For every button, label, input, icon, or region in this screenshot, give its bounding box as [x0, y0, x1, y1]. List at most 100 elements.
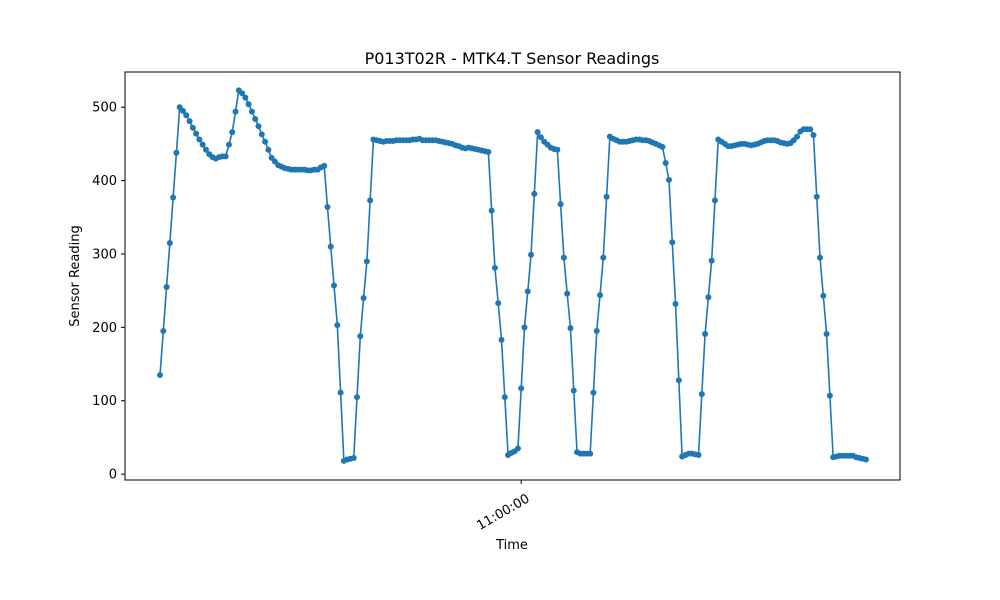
- data-point: [157, 372, 163, 379]
- data-point: [597, 292, 604, 299]
- data-point: [363, 258, 370, 265]
- data-point: [495, 300, 502, 307]
- data-point: [501, 394, 508, 401]
- data-point: [863, 456, 869, 463]
- data-point: [531, 190, 538, 197]
- data-point: [813, 193, 820, 200]
- data-point: [567, 325, 574, 332]
- data-point: [245, 101, 252, 108]
- data-point: [705, 294, 712, 301]
- chart-title: P013T02R - MTK4.T Sensor Readings: [365, 49, 660, 68]
- data-point: [514, 445, 521, 452]
- data-point: [357, 333, 364, 340]
- data-point: [698, 391, 705, 398]
- data-point: [675, 377, 682, 384]
- y-tick-label: 100: [92, 394, 117, 409]
- data-point: [672, 300, 679, 307]
- data-point: [255, 123, 262, 130]
- data-point: [570, 387, 577, 394]
- data-point: [564, 290, 571, 297]
- data-point: [711, 197, 718, 204]
- data-point: [166, 239, 173, 246]
- data-point: [334, 322, 341, 329]
- data-point: [170, 194, 177, 201]
- data-point: [225, 141, 232, 148]
- data-point: [186, 118, 193, 125]
- data-point: [817, 254, 824, 261]
- data-point: [321, 162, 328, 169]
- data-point: [327, 243, 334, 250]
- data-point: [354, 394, 361, 401]
- data-point: [593, 328, 600, 335]
- data-point: [252, 115, 259, 122]
- data-point: [248, 108, 255, 115]
- y-tick-label: 300: [92, 247, 117, 262]
- data-point: [193, 130, 200, 137]
- data-point: [702, 330, 709, 337]
- data-point: [265, 146, 272, 153]
- data-point: [534, 129, 541, 136]
- data-point: [163, 284, 170, 291]
- data-point: [708, 257, 715, 264]
- data-point: [331, 282, 338, 289]
- data-point: [179, 107, 186, 114]
- data-point: [350, 454, 357, 461]
- data-point: [600, 254, 607, 261]
- data-point: [518, 385, 525, 392]
- data-point: [324, 204, 331, 211]
- data-point: [590, 389, 597, 396]
- data-point: [524, 288, 531, 295]
- data-point: [826, 392, 833, 399]
- x-axis-label: Time: [495, 538, 528, 553]
- data-point: [560, 254, 567, 261]
- data-point: [360, 295, 367, 302]
- data-point: [810, 132, 817, 139]
- data-point: [537, 134, 544, 141]
- data-point: [662, 159, 669, 166]
- data-point: [807, 126, 814, 133]
- data-point: [603, 193, 610, 200]
- y-tick-label: 400: [92, 174, 117, 189]
- data-point: [695, 452, 702, 459]
- data-point: [242, 94, 249, 101]
- data-point: [498, 336, 505, 343]
- data-point: [232, 108, 239, 115]
- data-point: [528, 251, 535, 258]
- data-point: [202, 146, 209, 153]
- data-point: [160, 328, 167, 335]
- data-point: [669, 239, 676, 246]
- data-point: [557, 201, 564, 208]
- data-point: [823, 330, 830, 337]
- data-point: [183, 112, 190, 119]
- data-point: [199, 141, 206, 148]
- data-point: [173, 149, 180, 156]
- data-point: [488, 207, 495, 214]
- data-point: [794, 133, 801, 140]
- y-axis: 0 100 200 300 400 500: [92, 101, 125, 483]
- series-layer: [157, 87, 869, 464]
- data-point: [189, 124, 196, 131]
- data-point: [337, 389, 344, 396]
- data-point: [239, 90, 246, 97]
- data-point: [262, 138, 269, 145]
- data-point: [222, 153, 229, 160]
- data-point: [258, 131, 265, 138]
- data-point: [659, 143, 666, 150]
- data-point: [554, 146, 561, 153]
- y-tick-label: 200: [92, 321, 117, 336]
- data-point: [665, 176, 672, 183]
- data-point: [491, 264, 498, 271]
- y-tick-label: 500: [92, 101, 117, 116]
- y-tick-label: 0: [109, 468, 117, 483]
- data-point: [587, 450, 594, 457]
- y-axis-label: Sensor Reading: [68, 225, 83, 326]
- data-point: [485, 148, 492, 155]
- data-point: [196, 136, 203, 143]
- data-point: [521, 324, 528, 331]
- data-point: [229, 129, 236, 136]
- plot-frame: [124, 71, 901, 481]
- data-point: [367, 197, 374, 204]
- data-point: [820, 292, 827, 299]
